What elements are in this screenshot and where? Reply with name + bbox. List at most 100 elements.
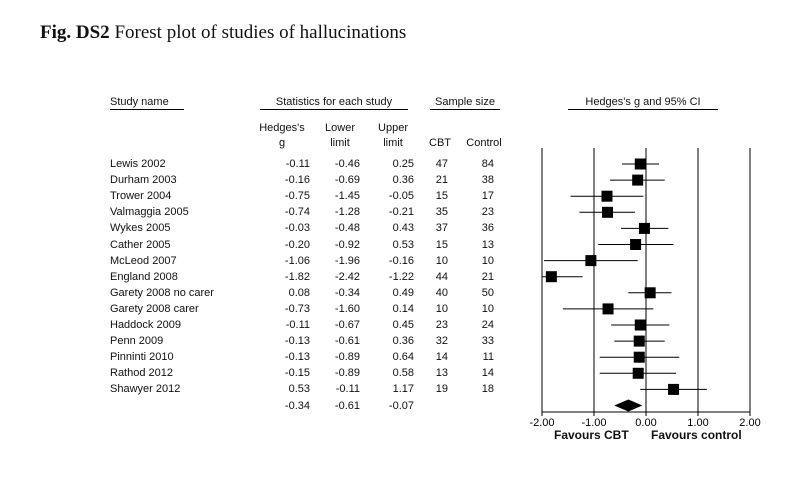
lower-limit-cell: -0.11 (335, 383, 360, 396)
lower-limit-cell: -0.69 (334, 174, 360, 187)
control-n-cell: 24 (481, 319, 494, 331)
upper-limit-cell: 0.53 (392, 238, 414, 251)
x-axis-tick-label: 2.00 (739, 417, 760, 429)
upper-limit-subheader: Upper limit (378, 122, 408, 149)
lower-limit-cell: -1.96 (334, 254, 360, 267)
overall-g-cell: -0.34 (284, 399, 310, 412)
cbt-n-cell: 23 (435, 319, 448, 331)
lower-limit-cell: -0.46 (334, 158, 360, 170)
control-n-cell: 18 (481, 383, 494, 396)
hedges-g-cell: -0.15 (284, 367, 310, 380)
effect-marker (668, 383, 680, 395)
hedges-g-cell: -0.73 (284, 302, 310, 315)
study-name-cell: McLeod 2007 (110, 254, 177, 267)
control-n-cell: 11 (482, 351, 494, 364)
lower-limit-cell: -0.92 (334, 238, 360, 251)
cbt-n-cell: 40 (435, 286, 448, 299)
control-n-cell: 33 (481, 335, 494, 348)
study-name-cell: Cather 2005 (110, 238, 171, 251)
cbt-n-cell: 14 (435, 351, 448, 364)
control-n-cell: 13 (481, 238, 494, 251)
control-n-cell: 14 (481, 367, 494, 380)
study-name-header: Study name (110, 96, 184, 110)
upper-limit-cell: 0.64 (392, 351, 414, 364)
upper-limit-cell: -0.21 (388, 206, 414, 219)
overall-upper-cell: -0.07 (388, 399, 414, 412)
cbt-n-cell: 47 (435, 158, 448, 170)
effect-marker (602, 206, 614, 218)
hedges-g-subheader: Hedges's g (259, 122, 305, 149)
effect-marker (632, 367, 644, 379)
effect-marker (633, 335, 645, 347)
effect-marker (634, 319, 646, 331)
lower-limit-cell: -1.60 (334, 302, 360, 315)
lower-limit-cell: -1.45 (334, 190, 360, 203)
upper-limit-cell: 0.43 (392, 222, 414, 235)
study-name-cell: Shawyer 2012 (110, 383, 181, 396)
study-name-cell: Lewis 2002 (110, 158, 166, 170)
upper-limit-cell: 0.36 (392, 174, 414, 187)
lower-limit-cell: -0.89 (334, 367, 360, 380)
cbt-n-cell: 32 (435, 335, 448, 348)
hedges-g-cell: -0.03 (284, 222, 310, 235)
cbt-subheader: CBT (429, 137, 451, 149)
cbt-n-cell: 35 (435, 206, 448, 219)
upper-limit-cell: 0.14 (392, 302, 414, 315)
cbt-n-cell: 44 (435, 270, 448, 283)
cbt-n-cell: 10 (435, 302, 448, 315)
hedges-g-cell: -0.11 (285, 319, 310, 331)
control-n-cell: 17 (481, 190, 494, 203)
x-axis-tick-label: 1.00 (687, 417, 708, 429)
hedges-g-cell: -0.13 (284, 351, 310, 364)
upper-limit-cell: -0.05 (388, 190, 414, 203)
sample-size-header: Sample size (430, 96, 500, 110)
hedges-g-cell: -0.75 (284, 190, 310, 203)
favours-control-label: Favours control (651, 428, 742, 442)
upper-limit-cell: 0.58 (392, 367, 414, 380)
hedges-g-cell: -0.20 (284, 238, 310, 251)
hedges-g-cell: -1.06 (284, 254, 310, 267)
statistics-header: Statistics for each study (260, 96, 408, 110)
x-axis-tick-label: -2.00 (529, 417, 554, 429)
study-name-cell: Garety 2008 no carer (110, 286, 214, 299)
study-name-cell: England 2008 (110, 270, 178, 283)
figure-caption: Forest plot of studies of hallucinations (114, 22, 407, 43)
control-n-cell: 23 (481, 206, 494, 219)
figure-label: Fig. DS2 (40, 22, 110, 43)
effect-marker (602, 303, 614, 315)
effect-marker (632, 174, 644, 186)
study-name-cell: Garety 2008 carer (110, 302, 199, 315)
upper-limit-cell: 1.17 (392, 383, 414, 396)
effect-marker (638, 222, 650, 234)
control-subheader: Control (466, 137, 502, 149)
lower-limit-cell: -2.42 (334, 270, 360, 283)
overall-lower-cell: -0.61 (334, 399, 360, 412)
control-n-cell: 50 (481, 286, 494, 299)
upper-limit-cell: 0.49 (392, 286, 414, 299)
cbt-n-cell: 21 (435, 174, 448, 187)
control-n-cell: 21 (481, 270, 494, 283)
plot-header: Hedges's g and 95% CI (568, 96, 718, 110)
lower-limit-cell: -0.48 (334, 222, 360, 235)
cbt-n-cell: 15 (435, 238, 448, 251)
lower-limit-subheader: Lower limit (325, 122, 355, 149)
study-name-cell: Wykes 2005 (110, 222, 171, 235)
lower-limit-cell: -1.28 (334, 206, 360, 219)
upper-limit-cell: 0.25 (392, 158, 414, 170)
favours-cbt-label: Favours CBT (554, 428, 629, 442)
cbt-n-cell: 13 (435, 367, 448, 380)
effect-marker (545, 271, 557, 283)
effect-marker (634, 158, 646, 170)
control-n-cell: 84 (481, 158, 494, 170)
study-name-cell: Valmaggia 2005 (110, 206, 189, 219)
upper-limit-cell: 0.45 (392, 319, 414, 331)
hedges-g-cell: -0.74 (284, 206, 310, 219)
effect-marker (585, 255, 597, 267)
lower-limit-cell: -0.61 (334, 335, 360, 348)
lower-limit-cell: -0.34 (334, 286, 360, 299)
effect-marker (601, 190, 613, 202)
study-name-cell: Durham 2003 (110, 174, 177, 187)
hedges-g-cell: -0.13 (284, 335, 310, 348)
x-axis-tick-label: 0.00 (635, 417, 656, 429)
